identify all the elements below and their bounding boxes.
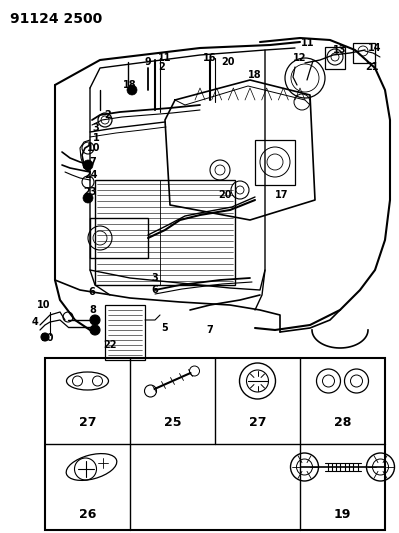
- Text: 7: 7: [207, 325, 213, 335]
- Text: 91124 2500: 91124 2500: [10, 12, 102, 26]
- Text: 1: 1: [93, 133, 99, 143]
- Text: 6: 6: [89, 287, 95, 297]
- Text: 21: 21: [365, 62, 379, 72]
- Text: 18: 18: [248, 70, 262, 80]
- Text: 2: 2: [159, 62, 165, 72]
- Text: 3: 3: [152, 273, 158, 283]
- Text: 5: 5: [162, 323, 168, 333]
- Text: 23: 23: [83, 187, 97, 197]
- Circle shape: [41, 333, 49, 341]
- Text: 7: 7: [90, 157, 97, 167]
- Text: 18: 18: [123, 80, 137, 90]
- Bar: [95, 180, 235, 285]
- Text: 2: 2: [105, 110, 111, 120]
- Text: 11: 11: [301, 38, 315, 48]
- Text: 24: 24: [84, 170, 98, 180]
- Text: 11: 11: [158, 53, 172, 63]
- Text: 22: 22: [103, 340, 117, 350]
- Circle shape: [83, 193, 93, 203]
- Text: 8: 8: [89, 305, 97, 315]
- Text: 26: 26: [79, 507, 96, 521]
- Text: 10: 10: [37, 300, 51, 310]
- Bar: [255, 140, 295, 185]
- Text: 19: 19: [334, 507, 351, 521]
- Circle shape: [127, 85, 137, 95]
- Text: 28: 28: [334, 416, 351, 430]
- Text: 9: 9: [144, 57, 151, 67]
- Text: 25: 25: [164, 416, 181, 430]
- Text: 16: 16: [203, 53, 217, 63]
- Text: 20: 20: [221, 57, 235, 67]
- Bar: [45, 358, 385, 530]
- Circle shape: [90, 325, 100, 335]
- Text: 27: 27: [249, 416, 266, 430]
- Bar: [353, 43, 375, 63]
- Text: 17: 17: [275, 190, 289, 200]
- Text: 20: 20: [218, 190, 232, 200]
- Bar: [90, 218, 148, 258]
- Text: 10: 10: [87, 143, 101, 153]
- Text: 12: 12: [293, 53, 307, 63]
- Text: 13: 13: [333, 45, 347, 55]
- Text: 6: 6: [152, 285, 158, 295]
- Bar: [325, 47, 345, 69]
- Text: 14: 14: [368, 43, 382, 53]
- Text: 10: 10: [41, 333, 55, 343]
- Text: 27: 27: [79, 416, 96, 430]
- Bar: [105, 305, 145, 360]
- Text: 4: 4: [32, 317, 38, 327]
- Circle shape: [90, 315, 100, 325]
- Circle shape: [83, 160, 93, 170]
- Text: 3: 3: [93, 123, 99, 133]
